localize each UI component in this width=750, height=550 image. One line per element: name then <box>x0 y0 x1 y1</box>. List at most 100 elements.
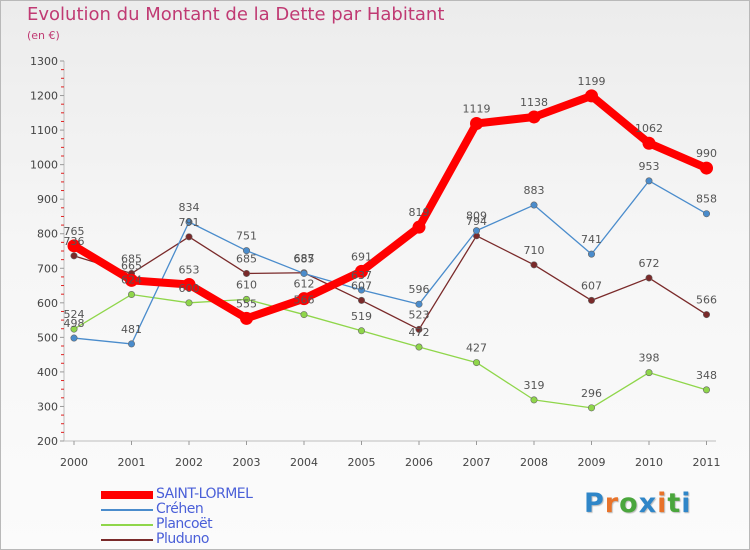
data-label: 685 <box>294 252 315 265</box>
data-point <box>530 201 538 209</box>
data-point <box>300 269 308 277</box>
data-point <box>355 264 368 278</box>
data-point <box>415 325 423 333</box>
y-tick-label: 700 <box>37 262 58 275</box>
legend-swatch <box>101 524 153 526</box>
data-point <box>357 296 365 304</box>
data-label: 687 <box>294 252 315 265</box>
data-label: 685 <box>236 252 257 265</box>
y-tick-label: 1200 <box>30 90 58 103</box>
data-label: 427 <box>466 342 487 355</box>
y-tick-label: 400 <box>37 366 58 379</box>
data-label: 607 <box>581 279 602 292</box>
x-tick-label: 2011 <box>693 456 721 469</box>
logo-letter: r <box>604 488 620 519</box>
logo-letter: o <box>619 488 639 519</box>
y-tick-label: 500 <box>37 331 58 344</box>
x-tick-label: 2002 <box>175 456 203 469</box>
x-tick-label: 2001 <box>118 456 146 469</box>
series-line-créhen <box>73 180 708 345</box>
data-point <box>587 404 595 412</box>
data-label: 1199 <box>578 75 606 88</box>
y-tick-label: 800 <box>37 228 58 241</box>
data-label: 637 <box>351 269 372 282</box>
data-point <box>645 274 653 282</box>
data-label: 665 <box>121 259 142 272</box>
data-label: 990 <box>696 147 717 160</box>
data-point <box>530 396 538 404</box>
data-point <box>243 247 251 255</box>
data-point <box>702 386 710 394</box>
data-label: 691 <box>351 250 372 263</box>
data-label: 741 <box>581 233 602 246</box>
data-label: 296 <box>581 387 602 400</box>
data-label: 710 <box>524 244 545 257</box>
data-label: 523 <box>409 308 430 321</box>
y-tick-label: 300 <box>37 400 58 413</box>
logo-letter: t <box>667 488 682 519</box>
data-label: 791 <box>179 216 200 229</box>
data-label: 751 <box>236 230 257 243</box>
legend-label: SAINT-LORMEL <box>156 486 253 502</box>
x-tick-label: 2008 <box>520 456 548 469</box>
y-tick-label: 1100 <box>30 124 58 137</box>
data-point <box>587 250 595 258</box>
data-label: 566 <box>294 294 315 307</box>
data-point <box>70 334 78 342</box>
data-label: 1119 <box>463 103 491 116</box>
data-label: 672 <box>639 257 660 270</box>
legend-swatch <box>101 539 153 541</box>
data-point <box>702 311 710 319</box>
data-point <box>67 239 81 253</box>
legend-swatch <box>101 491 153 499</box>
data-point <box>182 278 196 292</box>
data-point <box>185 218 193 226</box>
data-point <box>642 136 656 150</box>
data-point <box>125 273 138 287</box>
logo-letter: x <box>638 488 658 519</box>
data-point <box>415 300 423 308</box>
data-label: 600 <box>179 282 200 295</box>
data-label: 1062 <box>635 122 663 135</box>
logo-letter: P <box>584 488 605 519</box>
series-line-saint-lormel <box>70 91 711 323</box>
x-tick-label: 2004 <box>290 456 318 469</box>
data-point <box>70 252 78 260</box>
data-point <box>185 299 193 307</box>
data-point <box>645 177 653 185</box>
data-label: 858 <box>696 193 717 206</box>
series-line-plancoët <box>73 293 708 409</box>
logo-letter: i <box>657 488 668 519</box>
axes: 200 300 400 500 600 700 800 900 1000 1100 1200 1300… <box>30 55 721 469</box>
data-point <box>297 292 311 306</box>
data-label: 566 <box>696 294 717 307</box>
data-label: 819 <box>409 206 430 219</box>
y-tick-label: 900 <box>37 193 58 206</box>
data-label: 624 <box>121 274 142 287</box>
data-label: 809 <box>466 210 487 223</box>
data-label: 612 <box>294 278 315 291</box>
data-point <box>128 291 136 299</box>
data-point <box>702 210 710 218</box>
data-label: 883 <box>524 184 545 197</box>
data-label: 685 <box>121 252 142 265</box>
data-label: 1138 <box>520 96 548 109</box>
data-point <box>700 161 713 175</box>
data-point <box>415 343 423 351</box>
chart-title: Evolution du Montant de la Dette par Hab… <box>27 4 445 25</box>
data-label: 610 <box>236 278 257 291</box>
legend-label: Créhen <box>156 501 204 517</box>
data-point <box>357 327 365 335</box>
data-point <box>357 286 365 294</box>
data-point <box>530 261 538 269</box>
data-point <box>587 296 595 304</box>
y-tick-label: 1300 <box>30 55 58 68</box>
data-point <box>585 89 598 103</box>
data-point <box>527 110 541 124</box>
data-label: 481 <box>121 323 142 336</box>
y-tick-label: 1000 <box>30 159 58 172</box>
data-label: 834 <box>179 201 200 214</box>
data-point <box>412 220 426 234</box>
